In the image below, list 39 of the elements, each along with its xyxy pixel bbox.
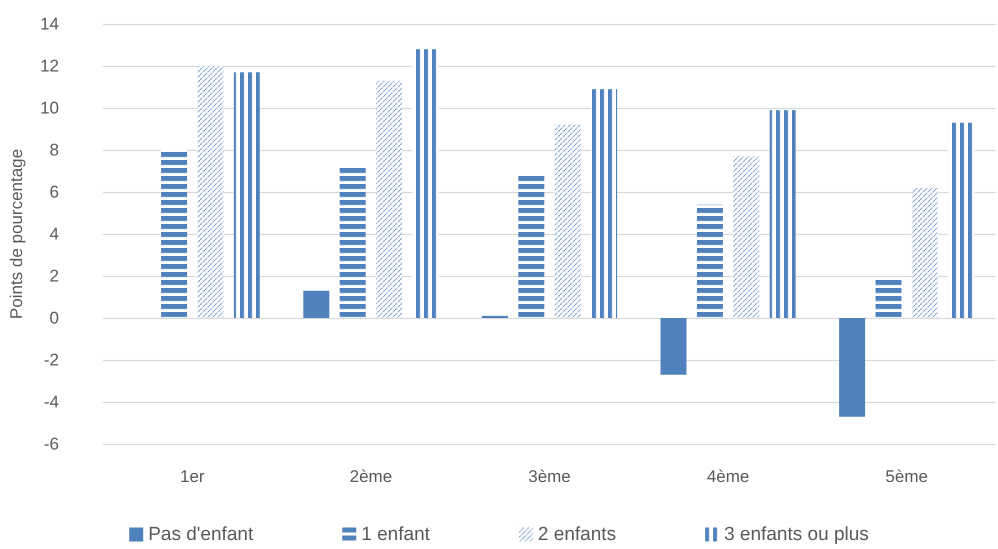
y-tick-label: 0 (50, 308, 59, 328)
bar (839, 318, 866, 417)
y-tick-label: 4 (50, 224, 59, 244)
bar (876, 278, 902, 318)
bar (948, 122, 974, 318)
y-tick-label: -4 (44, 392, 59, 412)
legend-label: 1 enfant (361, 524, 431, 545)
y-tick-label: 14 (40, 14, 59, 34)
y-tick-label: 12 (40, 56, 59, 76)
bar (660, 318, 686, 375)
bar (733, 156, 760, 318)
y-axis-title: Points de pourcentage (7, 148, 26, 320)
bar (303, 290, 330, 318)
y-tick-label: -2 (44, 350, 59, 370)
y-tick-label: 10 (40, 98, 59, 118)
x-tick-label: 2ème (350, 467, 392, 486)
bar (518, 175, 544, 318)
bar (376, 80, 402, 318)
bar (340, 166, 366, 318)
legend-label: Pas d'enfant (148, 524, 254, 545)
x-tick-label: 1er (180, 467, 205, 486)
y-tick-label: 2 (50, 266, 59, 286)
x-tick-label: 3ème (528, 467, 571, 486)
bar (912, 188, 938, 318)
legend-label: 2 enfants (538, 524, 616, 545)
x-tick-label: 4ème (706, 467, 750, 486)
bar (591, 89, 618, 318)
bar (696, 204, 723, 318)
bar (412, 49, 438, 318)
bar (198, 66, 224, 318)
bar (161, 150, 188, 318)
bar (554, 124, 581, 318)
bar (770, 110, 796, 318)
legend-label: 3 enfants ou plus (724, 524, 869, 545)
y-tick-label: 8 (50, 140, 59, 160)
x-tick-label: 5ème (885, 467, 928, 486)
y-tick-label: -6 (44, 434, 59, 454)
bar (234, 72, 260, 318)
y-tick-label: 6 (50, 182, 59, 202)
